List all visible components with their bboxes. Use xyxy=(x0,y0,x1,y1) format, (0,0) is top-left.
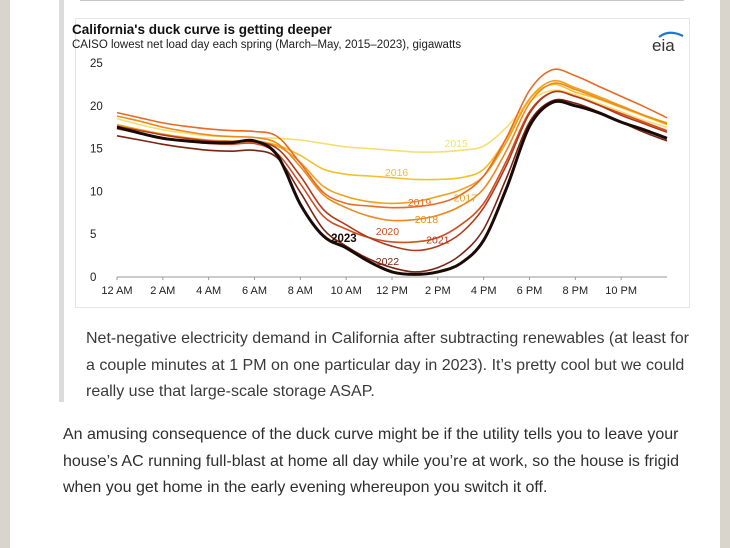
figure-caption: Net-negative electricity demand in Calif… xyxy=(86,330,689,400)
eia-logo: eia xyxy=(652,31,684,55)
series-label-2019: 2019 xyxy=(408,197,432,209)
series-label-2016: 2016 xyxy=(385,167,409,179)
x-tick-label: 10 PM xyxy=(605,285,637,297)
series-line-2022 xyxy=(116,98,668,273)
series-line-2019 xyxy=(116,68,668,209)
x-tick-label: 2 AM xyxy=(150,285,175,297)
series-label-2022: 2022 xyxy=(376,256,400,268)
x-tick-label: 2 PM xyxy=(425,285,451,297)
chart-subtitle: CAISO lowest net load day each spring (M… xyxy=(72,39,462,51)
y-tick-label: 25 xyxy=(90,58,103,70)
series-line-2021 xyxy=(116,90,668,252)
y-tick-label: 0 xyxy=(90,272,96,284)
eia-logo-text: eia xyxy=(652,36,675,55)
series-label-2017: 2017 xyxy=(454,193,478,205)
series-line-2023 xyxy=(116,99,668,276)
x-tick-label: 12 AM xyxy=(101,285,132,297)
series-label-2015: 2015 xyxy=(444,138,468,150)
series-line-2017 xyxy=(116,79,668,205)
series-line-2015 xyxy=(116,89,668,154)
y-tick-label: 15 xyxy=(90,144,103,156)
article-page: California's duck curve is getting deepe… xyxy=(10,0,720,548)
x-tick-label: 6 PM xyxy=(517,285,543,297)
series-line-2016 xyxy=(116,83,668,181)
series-label-2018: 2018 xyxy=(415,214,439,226)
y-tick-label: 5 xyxy=(90,229,96,241)
x-tick-label: 4 AM xyxy=(196,285,221,297)
y-tick-label: 20 xyxy=(90,101,103,113)
duck-curve-chart: 0 5 10 15 20 25 12 AM 2 AM 4 AM 6 AM 8 AM 10 AM 12 P… xyxy=(90,58,668,297)
x-tick-label: 10 AM xyxy=(331,285,362,297)
y-tick-label: 10 xyxy=(90,186,103,198)
x-tick-label: 8 AM xyxy=(288,285,313,297)
series-line-2020 xyxy=(116,90,668,244)
body-paragraph: An amusing consequence of the duck curve… xyxy=(63,426,680,496)
chart-figure: California's duck curve is getting deepe… xyxy=(72,18,690,308)
series-line-2018 xyxy=(116,82,668,222)
series-label-2021: 2021 xyxy=(426,235,450,247)
x-tick-label: 8 PM xyxy=(562,285,588,297)
series-label-2020: 2020 xyxy=(376,226,400,238)
x-tick-label: 4 PM xyxy=(471,285,497,297)
x-tick-label: 6 AM xyxy=(242,285,267,297)
series-label-2023: 2023 xyxy=(331,233,357,245)
top-divider xyxy=(80,0,684,1)
x-tick-label: 12 PM xyxy=(376,285,408,297)
blockquote-bar xyxy=(59,0,64,402)
chart-title: California's duck curve is getting deepe… xyxy=(72,22,332,37)
